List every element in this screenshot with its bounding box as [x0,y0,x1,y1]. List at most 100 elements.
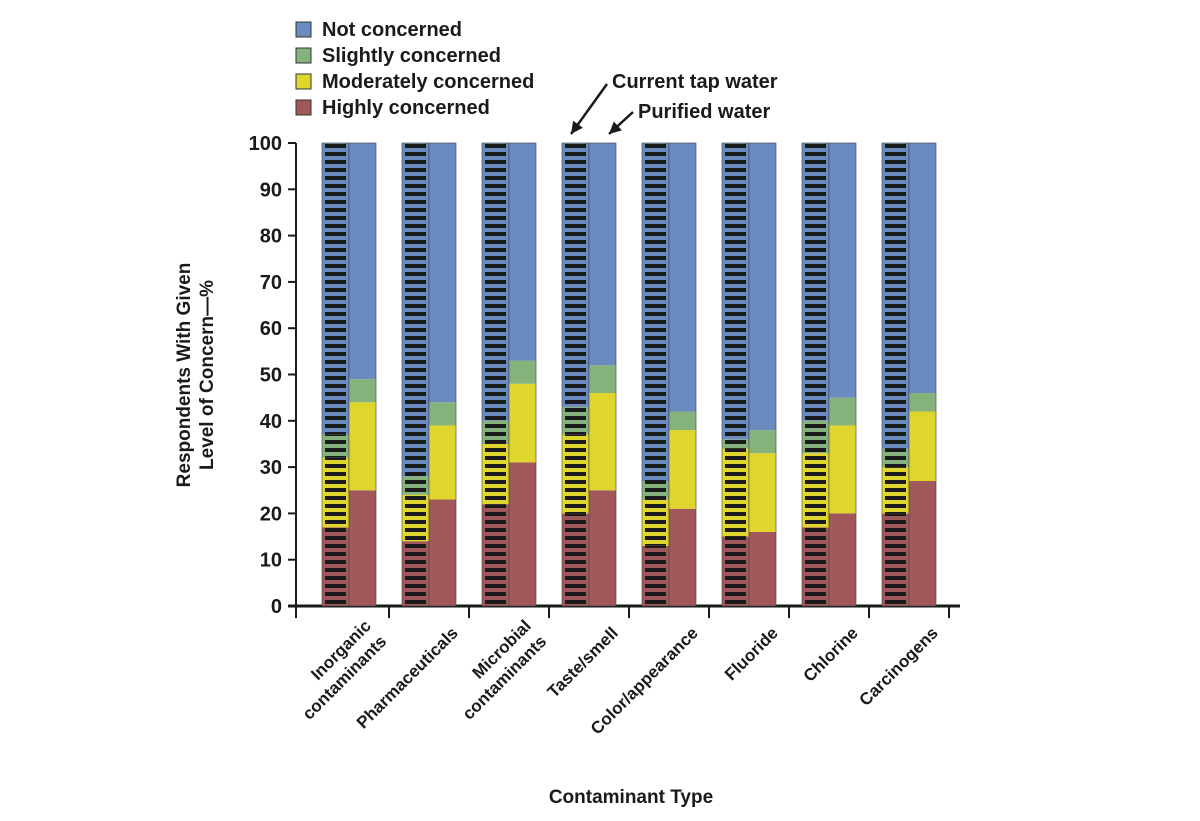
bar-outline [348,142,377,607]
y-tick-label: 20 [260,503,282,525]
bar-segment [349,490,376,606]
category-label: Fluoride [721,623,782,684]
bar-segment [589,143,616,366]
legend: Not concerned Slightly concerned Moderatel… [295,19,534,119]
bar-segment [509,383,536,463]
bar-stripe [885,448,906,468]
bars [321,142,937,607]
bar-segment [429,143,456,403]
current-arrow [569,83,609,135]
bar-stripe [725,143,746,440]
bar-stripe [725,536,746,606]
bar-segment [749,143,776,431]
bar-stripe [485,443,506,505]
bar-segment [909,143,936,394]
bar-stripe [325,143,346,435]
bar-segment [669,430,696,509]
bar-segment [829,425,856,514]
annotations: Current tap water Purified water [569,71,778,135]
y-tick-label: 40 [260,411,282,433]
y-tick-label: 70 [260,272,282,294]
bar-segment [349,143,376,380]
category-label: Microbialcontaminants [443,616,550,723]
bar-outline [748,142,777,607]
bar-segment [749,430,776,454]
bar-outline [428,142,457,607]
bar-segment [909,480,936,606]
legend-item: Not concerned [295,19,462,41]
bar-segment [509,360,536,384]
bar-segment [429,425,456,500]
bar-segment [669,411,696,431]
bar-segment [909,393,936,412]
y-tick-label: 30 [260,457,282,479]
legend-label: Moderately concerned [322,71,534,93]
bar-stripe [565,143,586,407]
bar-segment [829,513,856,606]
bar-segment [349,379,376,403]
bar-stripe [485,143,506,421]
bar-stripe [645,480,666,500]
bar-stripe [325,434,346,458]
legend-swatch [295,47,312,64]
bar-stripe [725,448,746,537]
category-label: Chlorine [800,623,862,685]
legend-swatch [295,73,312,90]
y-tick-label: 80 [260,226,282,248]
bar-stripe [485,504,506,606]
bar-stripe [805,527,826,606]
bar-stripe [405,494,426,542]
bar-segment [589,365,616,394]
bar-stripe [565,434,586,514]
bar-segment [749,453,776,532]
purified-arrow [608,111,634,135]
bar-segment [349,402,376,491]
bar-segment [829,143,856,398]
bar-stripe [885,143,906,449]
y-axis-title: Respondents With Given Level of Concern—% [174,263,218,488]
bar-segment [829,397,856,426]
bar-segment [749,531,776,606]
bar-segment [429,402,456,426]
legend-label: Slightly concerned [322,45,501,67]
legend-item: Highly concerned [295,97,490,119]
bar-segment [429,499,456,606]
bar-outline [828,142,857,607]
y-tick-label: 0 [271,596,282,618]
bar-stripe [405,143,426,477]
bar-stripe [645,143,666,481]
bar-stripe [485,420,506,444]
y-tick-label: 100 [249,133,282,155]
bar-stripe [805,143,826,421]
bar-segment [589,393,616,491]
y-tick-label: 10 [260,550,282,572]
bar-stripe [565,406,586,435]
bar-outline [588,142,617,607]
purified-annotation: Purified water [638,101,770,123]
legend-item: Slightly concerned [295,45,501,67]
axes: 0 10 20 30 40 50 60 70 80 90 100 [249,133,960,618]
y-tick-label: 60 [260,318,282,340]
category-label: Carcinogens [856,623,942,709]
bar-stripe [565,513,586,606]
y-tick-label: 50 [260,365,282,387]
bar-segment [509,143,536,361]
legend-swatch [295,99,312,116]
bar-stripe [325,457,346,528]
bar-segment [909,411,936,481]
bar-stripe [885,467,906,514]
bar-outline [508,142,537,607]
bar-outline [668,142,697,607]
bar-stripe [405,541,426,606]
bar-stripe [805,420,826,454]
bar-stripe [725,439,746,449]
x-axis-title: Contaminant Type [549,787,713,808]
category-label: Taste/smell [544,623,622,701]
bar-stripe [805,453,826,528]
bar-stripe [405,476,426,495]
legend-label: Not concerned [322,19,462,41]
bar-outline [908,142,937,607]
bar-stripe [645,545,666,606]
legend-item: Moderately concerned [295,71,534,93]
